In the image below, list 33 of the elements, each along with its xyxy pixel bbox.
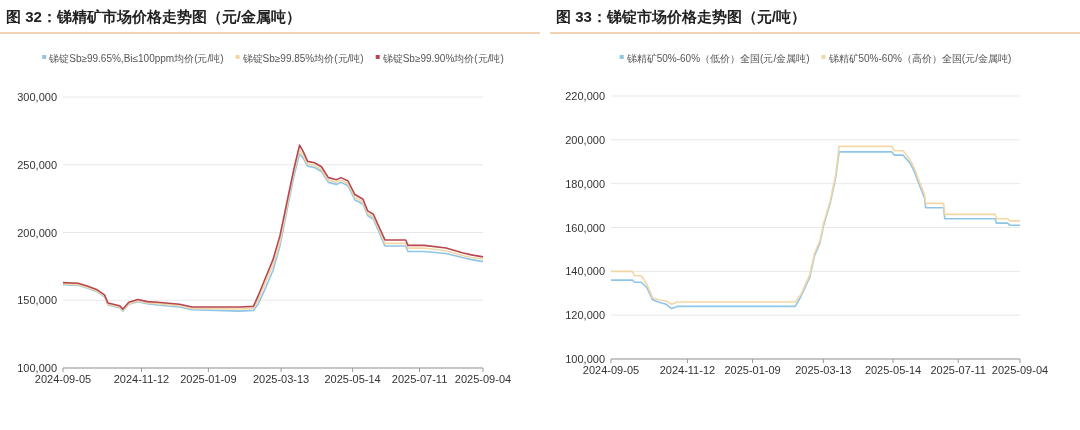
legend-label: 锑精矿50%-60%（高价）全国(元/金属吨) <box>827 52 1012 64</box>
x-tick-label: 2025-05-14 <box>864 364 922 376</box>
x-tick-label: 2025-03-13 <box>795 364 852 376</box>
legend-label: 锑锭Sb≥99.65%,Bi≤100ppm均价(元/吨) <box>48 52 224 64</box>
x-tick-label: 2024-11-12 <box>113 373 170 385</box>
y-tick-label: 180,000 <box>565 177 605 190</box>
x-tick-label: 2025-07-11 <box>391 373 448 385</box>
x-tick-label: 2025-05-14 <box>324 373 381 385</box>
x-tick-label: 2025-07-11 <box>930 364 986 376</box>
y-tick-label: 200,000 <box>565 133 605 146</box>
chart-title: 图 32：锑精矿市场价格走势图（元/金属吨） <box>6 8 302 25</box>
y-tick-label: 220,000 <box>565 90 605 102</box>
x-tick-label: 2025-03-13 <box>252 373 310 385</box>
x-tick-label: 2025-01-09 <box>724 364 781 376</box>
x-tick-label: 2024-11-12 <box>659 364 716 376</box>
x-tick-label: 2025-09-04 <box>991 364 1049 376</box>
legend-label: 锑锭Sb≥99.85%均价(元/吨) <box>241 52 364 64</box>
x-tick-label: 2025-09-04 <box>454 373 512 385</box>
y-tick-label: 250,000 <box>17 158 57 171</box>
x-tick-label: 2024-09-05 <box>582 364 640 376</box>
y-tick-label: 160,000 <box>565 221 605 234</box>
y-tick-label: 120,000 <box>565 309 605 322</box>
y-tick-label: 100,000 <box>17 362 57 374</box>
y-tick-label: 150,000 <box>17 294 57 307</box>
y-tick-label: 300,000 <box>17 91 57 103</box>
y-tick-label: 140,000 <box>565 265 605 278</box>
x-tick-label: 2025-01-09 <box>180 373 237 385</box>
legend-label: 锑锭Sb≥99.90%均价(元/吨) <box>381 52 504 64</box>
y-tick-label: 100,000 <box>565 353 605 365</box>
chart-title: 图 33：锑锭市场价格走势图（元/吨） <box>556 8 807 25</box>
y-tick-label: 200,000 <box>17 226 57 239</box>
x-tick-label: 2024-09-05 <box>34 373 92 385</box>
legend-label: 锑精矿50%-60%（低价）全国(元/金属吨) <box>625 52 810 64</box>
